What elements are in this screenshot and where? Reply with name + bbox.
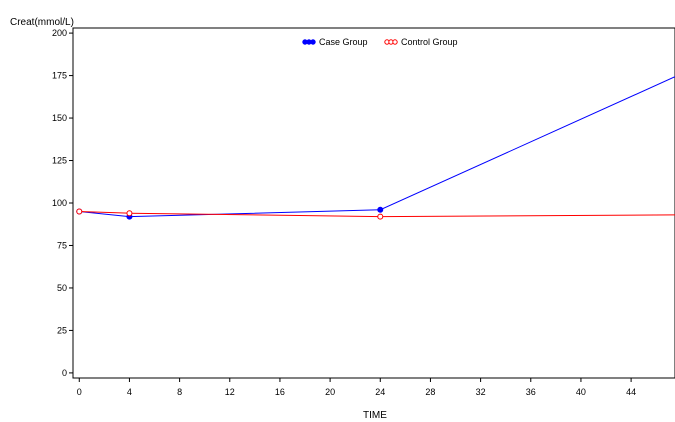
control-group-legend-label: Control Group: [401, 37, 458, 47]
series-layer: [76, 76, 675, 220]
control-group-line: [79, 210, 675, 218]
y-tick-label-6: 150: [52, 113, 67, 123]
y-tick-label-7: 175: [52, 71, 67, 81]
x-tick-label-6: 24: [375, 387, 385, 397]
x-tick-label-10: 40: [576, 387, 586, 397]
control-group-series: [76, 208, 675, 220]
x-tick-label-1: 4: [127, 387, 132, 397]
control-group-point-2: [377, 213, 384, 220]
case-group-series: [76, 76, 675, 220]
x-tick-label-0: 0: [77, 387, 82, 397]
y-tick-label-2: 50: [57, 283, 67, 293]
y-tick-label-5: 125: [52, 156, 67, 166]
y-tick-label-8: 200: [52, 28, 67, 38]
y-tick-label-1: 25: [57, 325, 67, 335]
y-axis-title: Creat(mmol/L): [10, 17, 74, 28]
plot-frame: [72, 27, 675, 379]
axes: 0 25 50 75 100 125 150 175 200 0 4 8 12 16 20 24 28 32 36 4…: [52, 27, 675, 397]
case-group-legend-label: Case Group: [319, 37, 368, 47]
control-group-legend-marker-2: [392, 39, 398, 45]
case-group-legend-marker-2: [310, 39, 316, 45]
y-tick-label-0: 0: [62, 368, 67, 378]
x-tick-label-5: 20: [325, 387, 335, 397]
x-tick-label-9: 36: [526, 387, 536, 397]
x-tick-label-7: 28: [425, 387, 435, 397]
y-tick-label-4: 100: [52, 198, 67, 208]
legend: Case Group Control Group: [302, 37, 458, 47]
control-group-point-1: [126, 210, 133, 217]
x-axis-title: TIME: [363, 410, 387, 421]
case-group-line: [79, 76, 675, 218]
control-group-point-0: [76, 208, 83, 215]
y-tick-label-3: 75: [57, 240, 67, 250]
x-tick-label-8: 32: [476, 387, 486, 397]
x-tick-label-11: 44: [626, 387, 636, 397]
x-tick-label-2: 8: [177, 387, 182, 397]
x-tick-label-4: 16: [275, 387, 285, 397]
x-tick-label-3: 12: [225, 387, 235, 397]
case-group-point-2: [377, 206, 384, 213]
